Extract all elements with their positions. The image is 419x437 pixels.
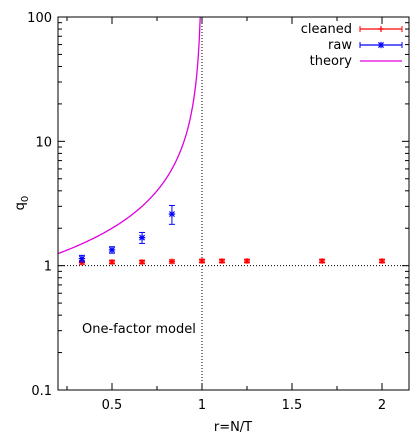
- cleaned-point: [199, 258, 205, 265]
- plot-frame: [57, 16, 410, 391]
- x-tick-label: 2: [378, 398, 386, 413]
- data-marks: [57, 17, 385, 266]
- annotation-label: One-factor model: [82, 322, 196, 337]
- cleaned-point: [139, 259, 146, 266]
- legend-label: theory: [310, 54, 353, 69]
- legend-label: cleaned: [301, 22, 352, 37]
- y-tick-label: 10: [35, 135, 52, 150]
- cleaned-point: [168, 258, 175, 265]
- x-axis-label: r=N/T: [214, 420, 252, 435]
- x-tick-label: 1.5: [282, 398, 303, 413]
- raw-point: [168, 204, 176, 225]
- cleaned-point: [244, 258, 250, 265]
- raw-point: [78, 254, 86, 263]
- axis-ticks: 0.5 1 1.5 2 0.1 1 10 100: [27, 11, 409, 413]
- cleaned-point: [218, 258, 225, 265]
- y-tick-label: 1: [44, 260, 52, 275]
- y-axis-label: q0: [13, 196, 31, 211]
- theory-curve: [57, 17, 201, 255]
- legend-entry-raw: raw: [328, 38, 403, 53]
- x-tick-label: 0.5: [102, 398, 123, 413]
- raw-point: [138, 231, 146, 244]
- cleaned-point: [319, 258, 326, 265]
- legend-entry-theory: theory: [310, 54, 402, 69]
- y-axis-label-main: q: [13, 202, 28, 210]
- legend-entry-cleaned: cleaned: [301, 22, 403, 37]
- y-tick-label: 100: [27, 11, 52, 26]
- legend-label: raw: [328, 38, 352, 53]
- raw-point: [108, 246, 116, 254]
- reference-lines: [58, 17, 409, 390]
- cleaned-point: [109, 259, 115, 266]
- y-tick-label: 0.1: [31, 384, 52, 399]
- cleaned-point: [379, 258, 385, 265]
- x-tick-label: 1: [198, 398, 206, 413]
- y-axis-label-subscript: 0: [20, 196, 31, 202]
